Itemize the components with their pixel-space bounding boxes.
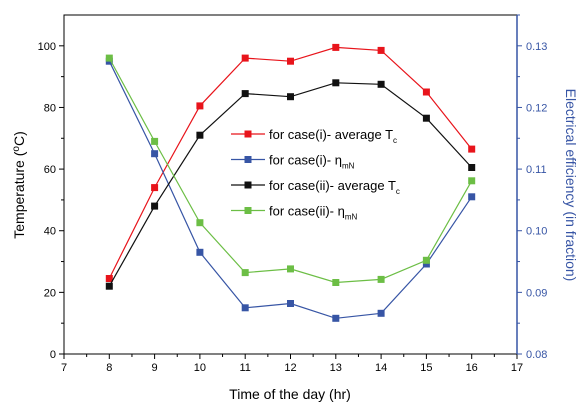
y-right-tick-label: 0.09 (526, 287, 547, 299)
series-4-point (241, 269, 249, 277)
series-3-point (468, 164, 476, 171)
x-tick-label: 13 (330, 362, 342, 374)
series-4-point (332, 279, 340, 286)
series-3-point (332, 79, 340, 87)
x-tick-label: 10 (194, 362, 206, 374)
y-left-tick-label: 40 (44, 226, 56, 238)
series-2-point (196, 248, 204, 256)
series-2-point (287, 300, 294, 307)
x-tick-label: 8 (106, 362, 112, 374)
legend-marker (244, 130, 252, 138)
series-3-point (422, 114, 430, 122)
series-3-point (287, 93, 294, 101)
x-tick-label: 12 (284, 362, 296, 374)
legend-marker (244, 156, 252, 163)
series-3-point (196, 131, 204, 139)
y-left-tick-label: 80 (44, 102, 56, 114)
series-4-point (377, 275, 385, 283)
y-right-tick-label: 0.08 (526, 349, 547, 361)
series-2-point (151, 150, 159, 158)
x-tick-label: 17 (511, 362, 523, 374)
x-tick-label: 16 (466, 362, 478, 374)
y-right-tick-label: 0.11 (526, 164, 547, 176)
series-1-point (105, 275, 113, 282)
legend-marker (244, 207, 252, 214)
x-tick-label: 7 (61, 362, 67, 374)
series-3-point (151, 202, 159, 210)
legend-marker (244, 181, 252, 189)
x-axis-label: Time of the day (hr) (229, 386, 351, 402)
y-left-tick-label: 0 (50, 349, 56, 361)
y-right-tick-label: 0.13 (526, 41, 547, 53)
legend-label: for case(i)- ηmN (269, 153, 355, 171)
series-2-point (377, 309, 385, 317)
y-axis-left-label: Temperature (oC) (11, 131, 27, 239)
y-axis-right-label: Electrical efficiency (in fraction) (563, 89, 577, 282)
y-left-tick-label: 20 (44, 287, 56, 299)
series-2-point (241, 304, 249, 312)
series-3-point (377, 80, 385, 88)
series-2-point (468, 193, 476, 201)
legend-label: for case(ii)- average Tc (269, 178, 400, 196)
x-tick-label: 9 (152, 362, 158, 374)
y-left-tick-label: 60 (44, 164, 56, 176)
x-tick-label: 15 (420, 362, 432, 374)
series-1-point (196, 102, 204, 110)
legend-label: for case(i)- average Tc (269, 127, 397, 145)
series-4-point (422, 256, 430, 264)
series-layer (105, 43, 476, 322)
legend-label: for case(ii)- ηmN (269, 204, 358, 222)
y-right-tick-label: 0.12 (526, 102, 547, 114)
y-left-tick-label: 100 (38, 41, 56, 53)
y-right-tick-label: 0.10 (526, 226, 547, 238)
x-tick-label: 14 (375, 362, 387, 374)
legend: for case(i)- average Tc for case(i)- ηmN f… (231, 127, 400, 222)
series-3-point (105, 282, 113, 290)
series-1-point (287, 57, 294, 65)
series-4-point (287, 265, 294, 273)
x-tick-label: 11 (239, 362, 250, 374)
series-1-point (422, 88, 430, 96)
series-2-point (422, 260, 430, 268)
series-4-point (151, 137, 159, 145)
series-2-point (332, 314, 340, 322)
series-4-point (105, 54, 113, 62)
series-1-point (468, 145, 476, 153)
series-1-point (332, 43, 340, 51)
series-1-point (377, 46, 385, 54)
ticks-layer: 7 8 9 10 11 12 13 14 15 16 17 0 20 40 60 80 100 0.08 0.09 0… (38, 14, 547, 374)
series-1-point (151, 184, 159, 192)
series-4-point (196, 219, 204, 227)
series-3-point (241, 90, 249, 98)
series-4-point (468, 177, 476, 185)
series-1-point (241, 54, 249, 62)
